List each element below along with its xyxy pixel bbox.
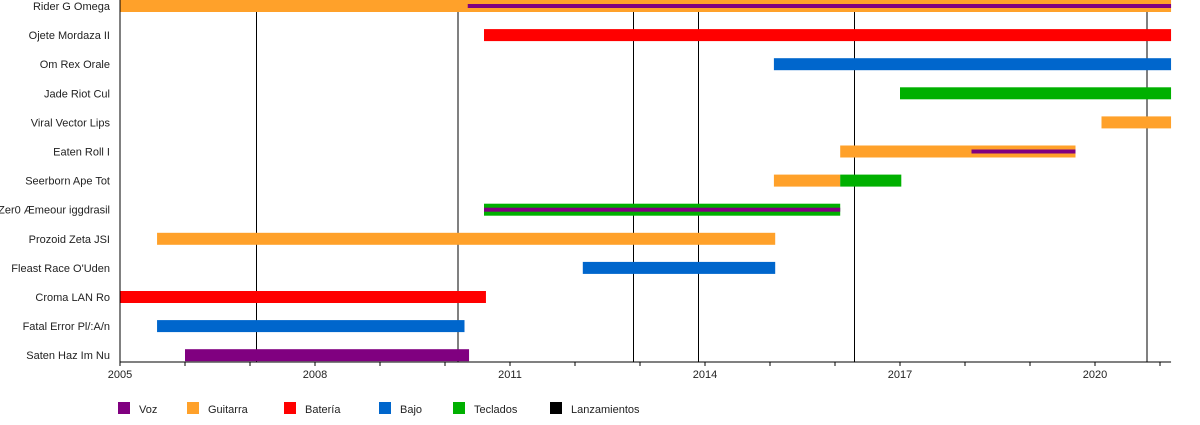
legend-label: Teclados xyxy=(474,404,518,416)
bar-voz xyxy=(185,349,470,362)
bar-guitarra xyxy=(773,174,841,187)
legend-label: Guitarra xyxy=(208,404,249,416)
bar-voz xyxy=(467,4,1172,8)
legend-swatch xyxy=(379,402,391,414)
member-label: Prozoid Zeta JSI xyxy=(29,234,110,246)
release-lines xyxy=(256,0,1148,362)
x-tick-label: 2014 xyxy=(693,369,717,381)
member-label: Ojete Mordaza II xyxy=(29,30,110,42)
legend-swatch xyxy=(187,402,199,414)
member-label: Fatal Error Pl/:A/n xyxy=(23,321,110,333)
legend-label: Bajo xyxy=(400,404,422,416)
bar-voz xyxy=(971,149,1076,154)
legend-swatch xyxy=(118,402,130,414)
x-tick-label: 2008 xyxy=(303,369,327,381)
legend-label: Voz xyxy=(139,404,157,416)
x-tick-label: 2011 xyxy=(498,369,522,381)
member-label: Jade Riot Cul xyxy=(44,88,110,100)
bar-guitarra xyxy=(1101,116,1172,129)
member-label: Om Rex Orale xyxy=(40,59,110,71)
bar-guitarra xyxy=(157,232,776,245)
member-label: Rider G Omega xyxy=(33,1,111,13)
legend-swatch xyxy=(550,402,562,414)
bar-teclados xyxy=(900,87,1172,100)
member-label: Fleast Race O'Uden xyxy=(11,263,110,275)
bar-guitarra xyxy=(840,145,1076,158)
x-tick-label: 2020 xyxy=(1083,369,1107,381)
legend-label: Batería xyxy=(305,404,341,416)
member-label: Seerborn Ape Tot xyxy=(25,176,110,188)
member-label: Saten Haz Im Nu xyxy=(26,350,110,362)
bar-teclados xyxy=(840,174,902,187)
member-label: Viral Vector Lips xyxy=(31,117,111,129)
legend: Voz Guitarra Batería Bajo Teclados Lanzamient… xyxy=(118,402,640,416)
bar-bajo xyxy=(773,58,1172,71)
member-label: Zer0 Æmeour iggdrasil xyxy=(0,205,110,217)
member-labels: Rider G Omega Ojete Mordaza II Om Rex Oral… xyxy=(0,1,111,362)
bar-bateria xyxy=(120,291,486,303)
member-label: Eaten Roll I xyxy=(53,147,110,159)
legend-swatch xyxy=(284,402,296,414)
x-tick-label: 2017 xyxy=(888,369,912,381)
bar-bateria xyxy=(484,29,1172,42)
legend-label: Lanzamientos xyxy=(571,404,640,416)
bar-voz xyxy=(484,207,841,212)
x-tick-label: 2005 xyxy=(108,369,132,381)
member-label: Croma LAN Ro xyxy=(35,292,110,304)
bar-bajo xyxy=(582,261,776,274)
legend-swatch xyxy=(453,402,465,414)
bar-bajo xyxy=(157,320,465,333)
x-axis: 2005 2008 2011 2014 2017 2020 xyxy=(108,0,1172,381)
member-bars xyxy=(120,0,1172,362)
